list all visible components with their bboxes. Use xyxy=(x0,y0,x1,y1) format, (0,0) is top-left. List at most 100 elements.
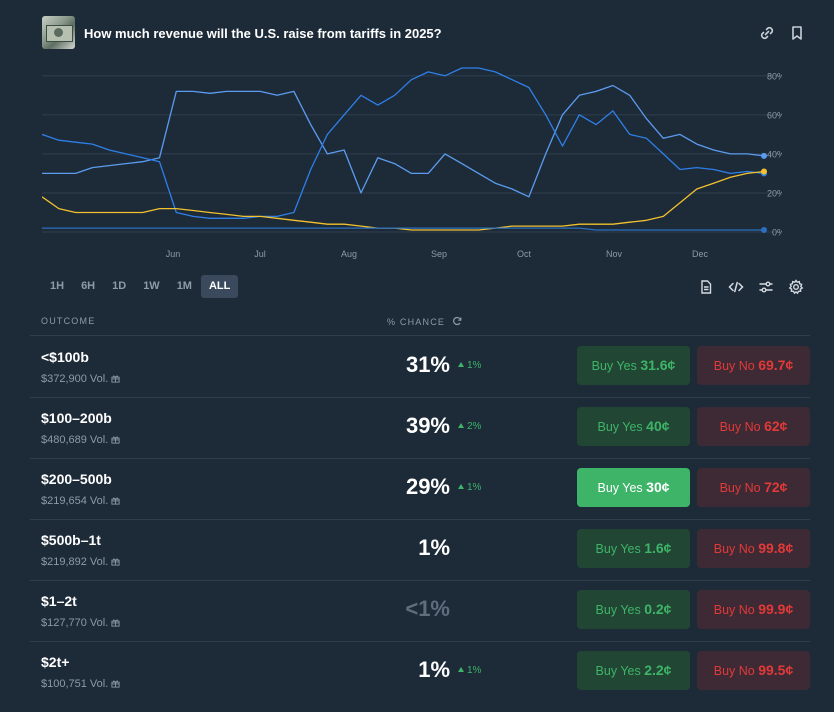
series-line xyxy=(42,170,765,231)
settings-gear-icon[interactable] xyxy=(788,279,804,295)
y-tick-label: 0% xyxy=(772,228,782,238)
outcome-chance: 1% xyxy=(418,657,450,682)
range-button-1m[interactable]: 1M xyxy=(176,280,192,292)
row-divider xyxy=(30,580,810,581)
x-tick-label: Jul xyxy=(254,249,266,259)
buy-yes-button[interactable]: Buy Yes 1.6¢ xyxy=(577,529,690,568)
buy-no-button[interactable]: Buy No 99.8¢ xyxy=(697,529,810,568)
buy-no-button[interactable]: Buy No 99.5¢ xyxy=(697,651,810,690)
range-button-1h[interactable]: 1H xyxy=(50,280,65,292)
buy-yes-label: Buy Yes xyxy=(597,420,643,434)
x-tick-label: Jun xyxy=(166,249,181,259)
time-range-selector: 1H 6H 1D 1W 1M ALL xyxy=(42,275,239,299)
buy-no-label: Buy No xyxy=(713,542,755,556)
buy-no-button[interactable]: Buy No 72¢ xyxy=(697,468,810,507)
buy-no-button[interactable]: Buy No 62¢ xyxy=(697,407,810,446)
outcome-volume: $219,892 Vol. xyxy=(41,556,120,568)
outcome-volume: $219,654 Vol. xyxy=(41,495,120,507)
y-tick-label: 80% xyxy=(767,71,782,81)
row-divider xyxy=(30,641,810,642)
bookmark-icon[interactable] xyxy=(788,24,806,42)
buy-yes-price: 2.2¢ xyxy=(644,662,672,678)
document-icon[interactable] xyxy=(698,279,714,295)
series-endpoint xyxy=(761,227,767,234)
outcome-chance: 39% xyxy=(405,413,450,438)
outcome-volume: $100,751 Vol. xyxy=(41,678,120,690)
x-tick-label: Sep xyxy=(431,249,447,259)
volume-text: $100,751 Vol. xyxy=(41,678,109,690)
buy-yes-button[interactable]: Buy Yes 2.2¢ xyxy=(577,651,690,690)
row-divider xyxy=(30,519,810,520)
price-chart[interactable]: 80% 60% 40% 20% 0% Jun Jul Aug Sep Oct Nov Dec xyxy=(42,62,782,262)
y-tick-label: 60% xyxy=(767,110,782,120)
market-header: How much revenue will the U.S. raise fro… xyxy=(42,16,812,52)
market-title: How much revenue will the U.S. raise fro… xyxy=(84,26,442,41)
sliders-icon[interactable] xyxy=(758,279,774,295)
volume-text: $219,892 Vol. xyxy=(41,556,109,568)
buy-yes-price: 1.6¢ xyxy=(644,540,672,556)
gift-icon[interactable] xyxy=(111,374,120,383)
buy-yes-button[interactable]: Buy Yes 31.6¢ xyxy=(577,346,690,385)
outcome-row[interactable]: $200–500b $219,654 Vol. 29% 1% Buy Yes 30¢ Bu… xyxy=(30,458,810,519)
range-button-1w[interactable]: 1W xyxy=(143,280,160,292)
outcome-row[interactable]: <$100b $372,900 Vol. 31% 1% Buy Yes 31.6¢ Buy… xyxy=(30,336,810,397)
buy-no-price: 72¢ xyxy=(764,479,788,495)
outcome-row[interactable]: $2t+ $100,751 Vol. 1% 1% Buy Yes 2.2¢ Buy No … xyxy=(30,641,810,702)
outcome-row[interactable]: $100–200b $480,689 Vol. 39% 2% Buy Yes 40¢ Bu… xyxy=(30,397,810,458)
up-triangle-icon xyxy=(458,484,464,489)
x-tick-label: Aug xyxy=(341,249,357,259)
buy-yes-label: Buy Yes xyxy=(591,359,637,373)
outcome-chance: 31% xyxy=(405,352,450,377)
series-line xyxy=(42,67,765,219)
embed-code-icon[interactable] xyxy=(728,279,744,295)
series-line xyxy=(42,227,764,231)
outcome-chance: 29% xyxy=(405,474,450,499)
buy-no-price: 99.9¢ xyxy=(758,601,794,617)
gift-icon[interactable] xyxy=(111,618,120,627)
outcome-chance: <1% xyxy=(405,596,450,621)
outcome-label: <$100b xyxy=(41,349,89,365)
x-tick-label: Dec xyxy=(692,249,709,259)
buy-no-label: Buy No xyxy=(719,420,761,434)
up-triangle-icon xyxy=(458,423,464,428)
buy-yes-button[interactable]: Buy Yes 0.2¢ xyxy=(577,590,690,629)
outcome-label: $100–200b xyxy=(41,410,112,426)
buy-no-label: Buy No xyxy=(713,359,755,373)
range-button-6h[interactable]: 6H xyxy=(81,280,96,292)
gift-icon[interactable] xyxy=(111,679,120,688)
buy-yes-button[interactable]: Buy Yes 40¢ xyxy=(577,407,690,446)
chance-change: 1% xyxy=(458,360,481,371)
outcome-label: $200–500b xyxy=(41,471,112,487)
gift-icon[interactable] xyxy=(111,557,120,566)
chance-change: 1% xyxy=(458,665,481,676)
volume-text: $480,689 Vol. xyxy=(41,434,109,446)
portrait-image xyxy=(54,28,63,37)
range-button-all[interactable]: ALL xyxy=(200,275,239,298)
x-tick-label: Oct xyxy=(517,249,532,259)
volume-text: $372,900 Vol. xyxy=(41,373,109,385)
buy-yes-price: 30¢ xyxy=(646,479,670,495)
outcome-row[interactable]: $500b–1t $219,892 Vol. 1% Buy Yes 1.6¢ Buy N… xyxy=(30,519,810,580)
outcome-volume: $480,689 Vol. xyxy=(41,434,120,446)
link-icon[interactable] xyxy=(758,24,776,42)
buy-no-button[interactable]: Buy No 69.7¢ xyxy=(697,346,810,385)
buy-no-label: Buy No xyxy=(719,481,761,495)
outcome-chance: 1% xyxy=(418,535,450,560)
refresh-icon[interactable] xyxy=(452,316,462,326)
gift-icon[interactable] xyxy=(111,496,120,505)
buy-yes-label: Buy Yes xyxy=(595,664,641,678)
x-tick-label: Nov xyxy=(606,249,623,259)
chance-change: 1% xyxy=(458,482,481,493)
buy-no-button[interactable]: Buy No 99.9¢ xyxy=(697,590,810,629)
buy-no-label: Buy No xyxy=(713,664,755,678)
gift-icon[interactable] xyxy=(111,435,120,444)
buy-yes-price: 31.6¢ xyxy=(640,357,676,373)
range-button-1d[interactable]: 1D xyxy=(112,280,127,292)
buy-yes-label: Buy Yes xyxy=(597,481,643,495)
buy-yes-button[interactable]: Buy Yes 30¢ xyxy=(577,468,690,507)
outcome-volume: $127,770 Vol. xyxy=(41,617,120,629)
buy-no-price: 99.8¢ xyxy=(758,540,794,556)
y-tick-label: 20% xyxy=(767,188,782,198)
chance-change: 2% xyxy=(458,421,481,432)
outcome-row[interactable]: $1–2t $127,770 Vol. <1% Buy Yes 0.2¢ Buy No … xyxy=(30,580,810,641)
